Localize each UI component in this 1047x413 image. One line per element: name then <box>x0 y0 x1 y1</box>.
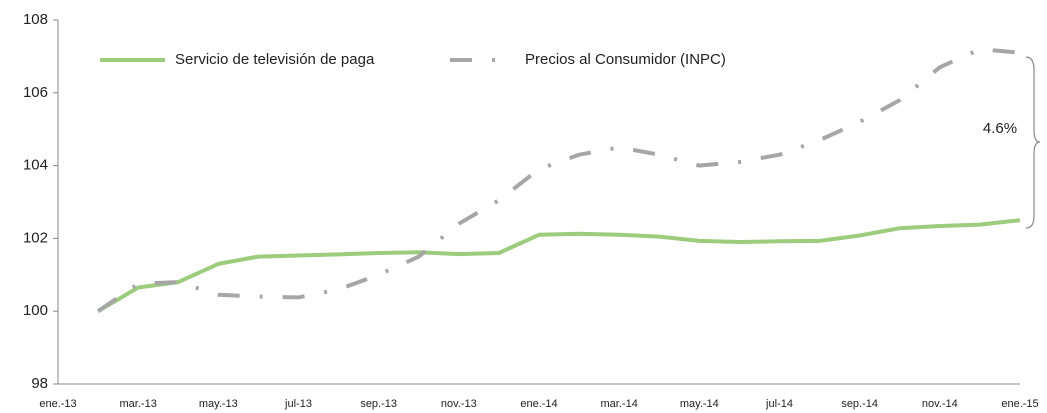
x-tick-label: mar.-13 <box>120 398 157 410</box>
x-tick-label: ene.-15 <box>1001 398 1038 410</box>
legend-label: Precios al Consumidor (INPC) <box>525 51 726 68</box>
y-tick-label: 106 <box>23 84 48 101</box>
legend-label: Servicio de televisión de paga <box>175 51 375 68</box>
y-tick-label: 104 <box>23 157 48 174</box>
x-tick-label: may.-14 <box>680 398 719 410</box>
x-tick-label: jul-13 <box>284 398 312 410</box>
brace <box>1025 56 1041 229</box>
x-tick-label: mar.-14 <box>601 398 638 410</box>
x-tick-label: nov.-13 <box>441 398 477 410</box>
series-line <box>96 47 1021 313</box>
y-tick-label: 108 <box>23 11 48 28</box>
x-tick-label: may.-13 <box>199 398 238 410</box>
x-tick-label: sep.-13 <box>360 398 397 410</box>
series-line <box>97 218 1021 313</box>
x-tick-label: ene.-14 <box>520 398 557 410</box>
x-tick-label: ene.-13 <box>39 398 76 410</box>
y-tick-label: 98 <box>31 375 48 392</box>
x-tick-label: nov.-14 <box>922 398 958 410</box>
x-tick-label: jul-14 <box>765 398 793 410</box>
annotation: 4.6% <box>983 120 1017 137</box>
y-tick-label: 100 <box>23 302 48 319</box>
x-tick-label: sep.-14 <box>841 398 878 410</box>
y-tick-label: 102 <box>23 229 48 246</box>
